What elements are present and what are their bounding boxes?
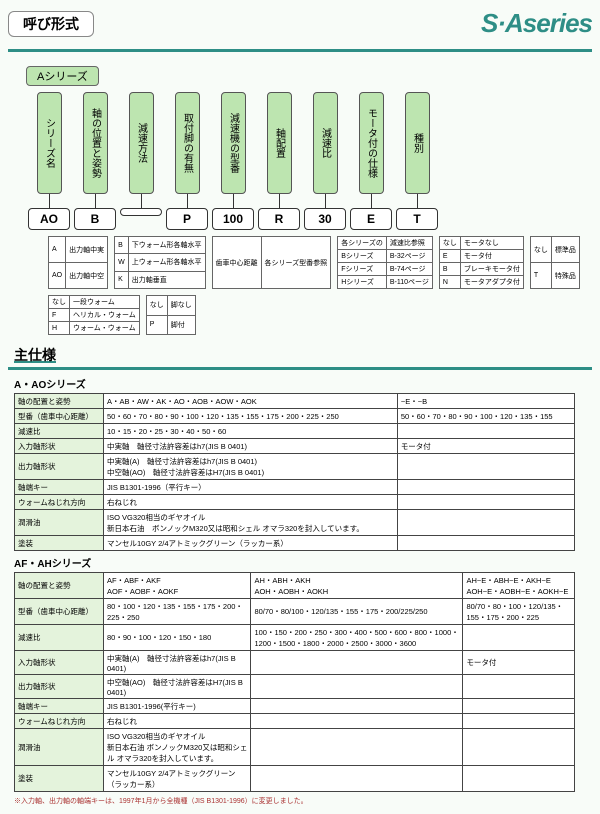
spec-title: 主仕様 <box>14 345 592 365</box>
designation-columns: シリーズ名 AO軸の位置と姿勢 B減速方法 取付脚の有無 P減速機の型番 100… <box>28 92 592 230</box>
designation-column: 減速方法 <box>120 92 162 230</box>
divider-top <box>8 49 592 52</box>
footnote: ※入力軸、出力軸の軸端キーは、1997年1月から全機種（JIS B1301-19… <box>14 796 592 806</box>
table-row: ウォームねじれ方向右ねじれ <box>15 495 575 510</box>
a-series-title: A・AOシリーズ <box>14 376 592 391</box>
designation-column: モータ付の仕様 E <box>350 92 392 230</box>
column-header: 減速機の型番 <box>221 92 246 194</box>
legend-table: なし標準品T特殊品 <box>530 236 580 289</box>
column-header: シリーズ名 <box>37 92 62 194</box>
legend-area: A出力軸中実AO出力軸中空B下ウォーム形各軸水平W上ウォーム形各軸水平K出力軸垂… <box>48 236 592 335</box>
legend-table: B下ウォーム形各軸水平W上ウォーム形各軸水平K出力軸垂直 <box>114 236 205 289</box>
legend-table: なし脚なしP脚付 <box>146 295 196 335</box>
divider-spec <box>8 367 592 370</box>
designation-column: シリーズ名 AO <box>28 92 70 230</box>
connector-line <box>49 194 50 208</box>
column-code: B <box>74 208 116 230</box>
column-code: 100 <box>212 208 254 230</box>
table-row: 入力軸形状中実軸 軸径寸法許容差はh7(JIS B 0401)モータ付 <box>15 439 575 454</box>
designation-column: 取付脚の有無 P <box>166 92 208 230</box>
legend-table: A出力軸中実AO出力軸中空 <box>48 236 108 289</box>
column-code: 30 <box>304 208 346 230</box>
legend-table: なし一段ウォームFヘリカル・ウォームHウォーム・ウォーム <box>48 295 140 335</box>
designation-column: 減速機の型番 100 <box>212 92 254 230</box>
connector-line <box>417 194 418 208</box>
connector-line <box>187 194 188 208</box>
series-tag: Aシリーズ <box>26 66 99 86</box>
column-header: 軸配置 <box>267 92 292 194</box>
legend-table: 歯車中心距離各シリーズ型番参照 <box>212 236 332 289</box>
column-code: E <box>350 208 392 230</box>
column-code: T <box>396 208 438 230</box>
column-header: 軸の位置と姿勢 <box>83 92 108 194</box>
table-row: 入力軸形状中実軸(A) 軸径寸法許容差はh7(JIS B 0401)モータ付 <box>15 651 575 675</box>
column-header: モータ付の仕様 <box>359 92 384 194</box>
column-header: 取付脚の有無 <box>175 92 200 194</box>
table-row: ウォームねじれ方向右ねじれ <box>15 714 575 729</box>
legend-table: 各シリーズの減速比参照BシリーズB-32ページFシリーズB-74ページHシリーズ… <box>337 236 433 289</box>
table-row: 潤滑油ISO VG320相当のギヤオイル 新日本石油 ボンノックM320又は昭和… <box>15 729 575 766</box>
connector-line <box>233 194 234 208</box>
a-series-table: 軸の配置と姿勢A・AB・AW・AK・AO・AOB・AOW・AOK−E・−B型番（… <box>14 393 575 551</box>
table-row: 型番（歯車中心距離）80・100・120・135・155・175・200・225… <box>15 599 575 625</box>
af-series-title: AF・AHシリーズ <box>14 555 592 570</box>
table-row: 軸の配置と姿勢AF・ABF・AKF AOF・AOBF・AOKFAH・ABH・AK… <box>15 573 575 599</box>
designation-column: 軸の位置と姿勢 B <box>74 92 116 230</box>
table-row: 出力軸形状中空軸(AO) 軸径寸法許容差はH7(JIS B 0401) <box>15 675 575 699</box>
connector-line <box>95 194 96 208</box>
table-row: 潤滑油ISO VG320相当のギヤオイル 新日本石油 ボンノックM320又は昭和… <box>15 510 575 536</box>
af-series-table: 軸の配置と姿勢AF・ABF・AKF AOF・AOBF・AOKFAH・ABH・AK… <box>14 572 575 792</box>
brand-logo: S·Aseries <box>481 8 592 39</box>
page-header: 呼び形式 S·Aseries <box>8 8 592 39</box>
table-row: 出力軸形状中実軸(A) 軸径寸法許容差はh7(JIS B 0401) 中空軸(A… <box>15 454 575 480</box>
column-code: R <box>258 208 300 230</box>
table-row: 減速比10・15・20・25・30・40・50・60 <box>15 424 575 439</box>
column-code <box>120 208 162 216</box>
table-row: 塗装マンセル10GY 2/4アトミックグリーン（ラッカー系） <box>15 536 575 551</box>
table-row: 軸の配置と姿勢A・AB・AW・AK・AO・AOB・AOW・AOK−E・−B <box>15 394 575 409</box>
connector-line <box>371 194 372 208</box>
table-row: 軸端キーJIS B1301-1996（平行キー） <box>15 480 575 495</box>
designation-column: 減速比 30 <box>304 92 346 230</box>
column-header: 減速比 <box>313 92 338 194</box>
column-header: 減速方法 <box>129 92 154 194</box>
table-row: 軸端キーJIS B1301-1996(平行キー) <box>15 699 575 714</box>
connector-line <box>279 194 280 208</box>
table-row: 減速比80・90・100・120・150・180100・150・200・250・… <box>15 625 575 651</box>
page-title: 呼び形式 <box>8 11 94 37</box>
designation-column: 種別 T <box>396 92 438 230</box>
connector-line <box>141 194 142 208</box>
column-code: AO <box>28 208 70 230</box>
column-header: 種別 <box>405 92 430 194</box>
connector-line <box>325 194 326 208</box>
column-code: P <box>166 208 208 230</box>
table-row: 塗装マンセル10GY 2/4アトミックグリーン（ラッカー系） <box>15 766 575 792</box>
designation-column: 軸配置 R <box>258 92 300 230</box>
table-row: 型番（歯車中心距離）50・60・70・80・90・100・120・135・155… <box>15 409 575 424</box>
legend-table: なしモータなしEモータ付Bブレーキモータ付Nモータアダプタ付 <box>439 236 524 289</box>
